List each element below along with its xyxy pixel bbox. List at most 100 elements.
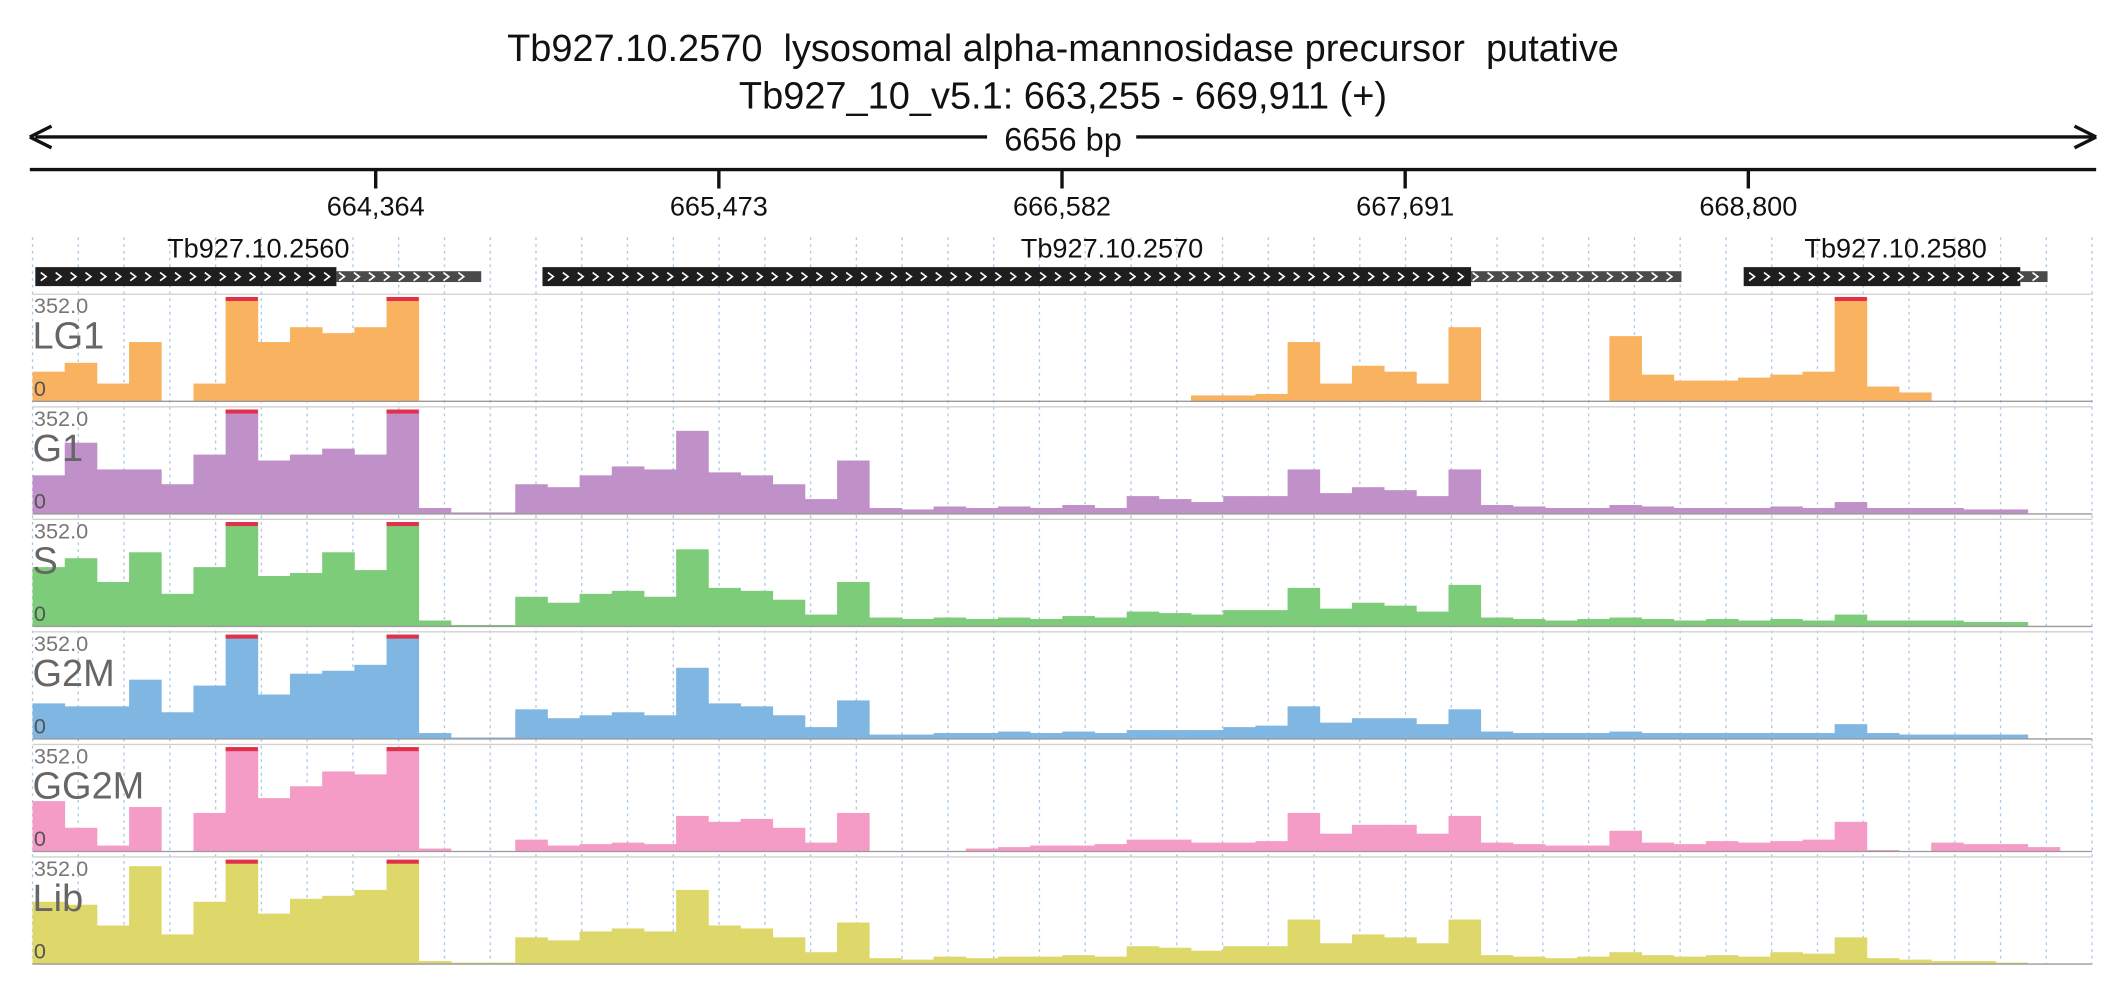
coverage-bar bbox=[1673, 844, 1707, 852]
coverage-bar bbox=[1384, 490, 1417, 514]
coverage-bar bbox=[1126, 946, 1160, 965]
coverage-bar bbox=[1351, 718, 1385, 739]
coverage-bar bbox=[1738, 620, 1771, 627]
coverage-bar bbox=[869, 507, 902, 514]
coverage-bar bbox=[289, 454, 323, 514]
coverage-bar bbox=[515, 596, 548, 627]
coverage-bar bbox=[1158, 839, 1192, 852]
coverage-bar bbox=[1416, 833, 1449, 852]
coverage-bar bbox=[1384, 371, 1417, 402]
coverage-bar bbox=[322, 333, 355, 402]
coverage-bar bbox=[1319, 722, 1353, 739]
coverage-bar bbox=[1191, 614, 1224, 627]
coverage-bar bbox=[1384, 937, 1417, 965]
coverage-bar bbox=[96, 469, 130, 514]
coverage-bar bbox=[933, 506, 967, 514]
coverage-bar bbox=[32, 371, 66, 402]
coverage-bar bbox=[1126, 496, 1160, 514]
coverage-bar bbox=[129, 552, 162, 627]
coverage-bar bbox=[1480, 842, 1514, 852]
coverage-bar bbox=[96, 581, 130, 627]
coverage-bar bbox=[1899, 959, 1932, 965]
coverage-bar bbox=[386, 522, 420, 627]
coverage-bar bbox=[611, 590, 645, 627]
coverage-bar bbox=[1158, 499, 1192, 514]
coverage-bar bbox=[804, 842, 838, 852]
coverage-bar bbox=[1866, 733, 1900, 739]
coverage-bar bbox=[96, 383, 130, 402]
coverage-bar bbox=[740, 928, 774, 965]
coverage-bar bbox=[289, 673, 323, 739]
coverage-bar bbox=[1609, 504, 1642, 514]
coverage-bar bbox=[1866, 958, 1900, 965]
coverage-bar bbox=[1030, 619, 1063, 627]
coverage-bar bbox=[161, 934, 194, 965]
coverage-bar bbox=[483, 962, 516, 965]
coverage-bar bbox=[1062, 731, 1095, 739]
coverage-bar bbox=[193, 685, 227, 739]
coverage-bar bbox=[483, 512, 516, 514]
coverage-bar bbox=[1223, 842, 1256, 852]
coverage-clip bbox=[386, 634, 419, 639]
coverage-bar bbox=[933, 733, 967, 739]
coverage-bar bbox=[1030, 956, 1063, 965]
coverage-clip bbox=[386, 747, 419, 752]
coverage-bar bbox=[1287, 342, 1321, 402]
coverage-bar bbox=[1416, 611, 1449, 627]
coverage-bar bbox=[772, 599, 806, 627]
coverage-bar bbox=[129, 342, 162, 402]
coverage-bar bbox=[1641, 506, 1675, 514]
coverage-bar bbox=[1866, 507, 1900, 514]
coverage-bar bbox=[96, 845, 130, 852]
track-name: Lib bbox=[33, 878, 84, 920]
coverage-bar bbox=[1448, 469, 1482, 514]
coverage-bar bbox=[257, 798, 291, 852]
coverage-bar bbox=[483, 624, 516, 627]
coverage-bar bbox=[579, 593, 613, 627]
coverage-bar bbox=[1834, 296, 1868, 402]
coverage-clip bbox=[225, 409, 258, 414]
coverage-clip bbox=[386, 296, 419, 302]
coverage-bar bbox=[96, 706, 130, 739]
coverage-bar bbox=[1351, 824, 1385, 852]
coverage-bar bbox=[386, 859, 420, 965]
coverage-bar bbox=[354, 570, 387, 627]
coverage-bar bbox=[1577, 845, 1610, 852]
coverage-bar bbox=[450, 512, 484, 514]
coverage-clip bbox=[225, 859, 258, 864]
coverage-bar bbox=[322, 448, 355, 514]
coverage-bar bbox=[547, 487, 581, 514]
coverage-bar bbox=[1255, 725, 1288, 739]
coverage-bar bbox=[1963, 509, 1996, 514]
coverage-bar bbox=[1834, 821, 1868, 852]
coverage-bar bbox=[804, 499, 838, 514]
coverage-bar bbox=[1223, 727, 1256, 739]
coverage-bar bbox=[289, 573, 323, 627]
coverage-bar bbox=[676, 549, 709, 627]
coverage-bar bbox=[1641, 619, 1675, 627]
track-min-label: 0 bbox=[34, 939, 46, 964]
coverage-bar bbox=[1512, 733, 1546, 739]
coverage-bar bbox=[1062, 845, 1095, 852]
coverage-bar bbox=[997, 506, 1031, 514]
coverage-bar bbox=[257, 694, 291, 739]
coverage-bar bbox=[1641, 733, 1675, 739]
coverage-bar bbox=[418, 507, 452, 514]
coverage-bar bbox=[32, 475, 66, 514]
coverage-bar bbox=[1609, 731, 1642, 739]
coverage-bar bbox=[129, 679, 162, 739]
coverage-clip bbox=[225, 747, 258, 752]
coverage-bar bbox=[1770, 952, 1803, 965]
track-range-label: 352.0 bbox=[34, 406, 88, 431]
coverage-bar bbox=[1480, 731, 1514, 739]
coverage-bar bbox=[1094, 733, 1128, 739]
coverage-bar bbox=[418, 620, 452, 627]
coverage-bar bbox=[1673, 956, 1707, 965]
gene-cds bbox=[35, 267, 337, 287]
coverage-bar bbox=[1158, 947, 1192, 965]
coverage-bar bbox=[1319, 608, 1353, 627]
coverage-bar bbox=[1705, 380, 1739, 402]
coverage-bar bbox=[1191, 730, 1224, 739]
